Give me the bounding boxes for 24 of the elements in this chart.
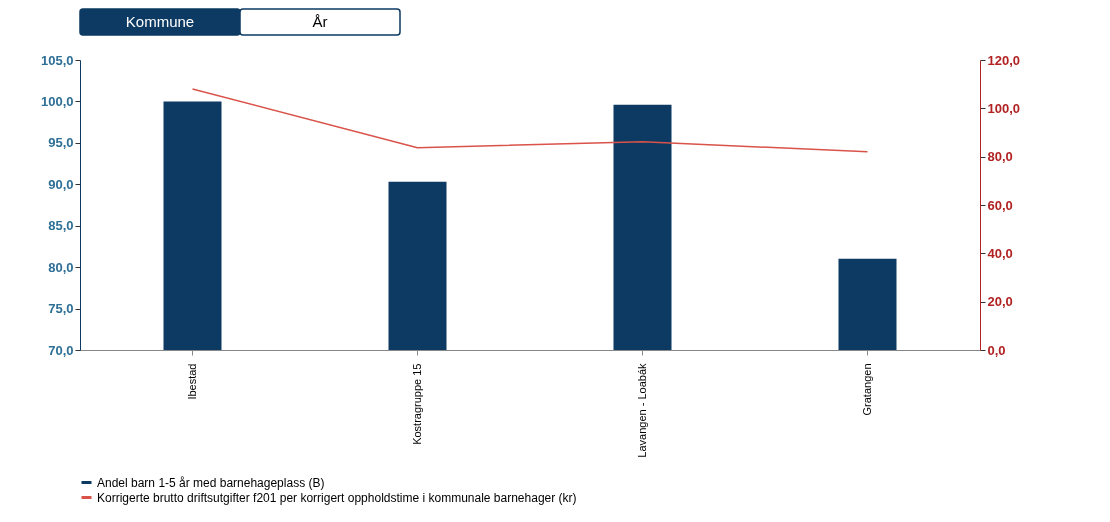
y-tick-label: 85,0: [48, 218, 74, 234]
x-tick-label: Kostragruppe 15: [410, 363, 423, 445]
y-tick-label: 70,0: [48, 342, 74, 358]
x-tick-label: Ibestad: [185, 363, 198, 400]
y-tick-label: 105,0: [40, 52, 74, 68]
text: År: [312, 13, 328, 30]
y-tick-label: 90,0: [48, 176, 74, 192]
y-tick-label: 95,0: [48, 135, 74, 151]
y2-tick-label: 120,0: [987, 52, 1021, 68]
y-tick-label: 100,0: [40, 93, 74, 109]
y2-tick-label: 60,0: [987, 197, 1013, 213]
y-tick-label: 75,0: [48, 301, 74, 317]
y2-tick-label: 40,0: [987, 245, 1013, 261]
y2-tick-label: 20,0: [987, 294, 1013, 310]
y2-tick-label: 100,0: [987, 100, 1021, 116]
x-tick-label: Lavangen - Loabák: [635, 363, 648, 458]
x-tick-label: Gratangen: [860, 363, 873, 416]
text: Kommune: [125, 13, 195, 30]
y-tick-label: 80,0: [48, 259, 74, 275]
legend-label: Andel barn 1-5 år med barnehageplass (B): [97, 475, 325, 490]
y2-tick-label: 80,0: [987, 149, 1013, 165]
y2-tick-label: 0,0: [987, 342, 1006, 358]
legend-label: Korrigerte brutto driftsutgifter f201 per korrigert oppholdstime i kommunale barnehager (kr): [97, 490, 577, 505]
line-series: [191, 88, 869, 153]
